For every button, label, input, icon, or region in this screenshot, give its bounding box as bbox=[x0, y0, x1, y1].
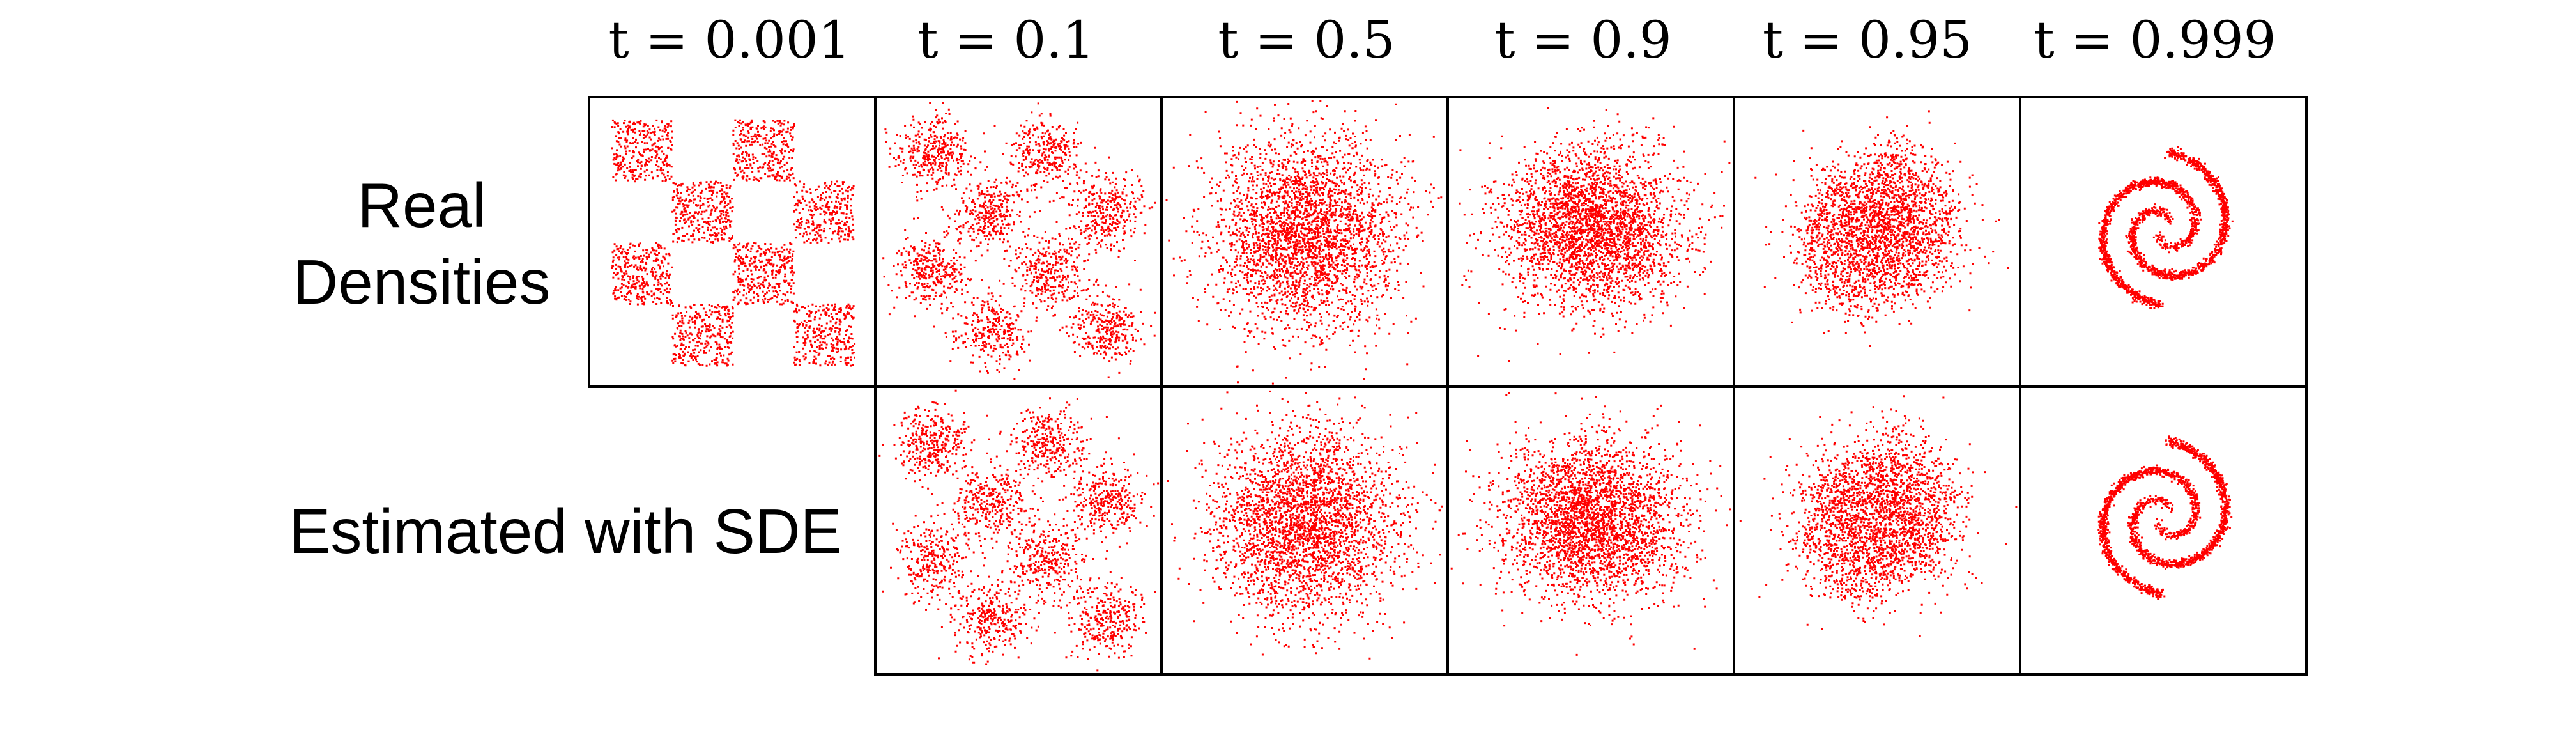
density-points bbox=[1459, 107, 1731, 362]
column-title-5: t = 0.95 bbox=[1763, 10, 1972, 70]
real-panel-2 bbox=[874, 96, 1163, 388]
panel-frame bbox=[874, 96, 1163, 388]
panel-grid bbox=[588, 96, 2308, 676]
row-label-estimated-line-1: Estimated with SDE bbox=[289, 496, 842, 566]
column-title-1: t = 0.001 bbox=[608, 10, 850, 70]
density-points bbox=[1739, 395, 2018, 637]
density-points bbox=[2098, 146, 2234, 309]
density-points bbox=[1165, 100, 1443, 385]
estimated-panel-3 bbox=[1160, 385, 1449, 676]
panel-frame bbox=[1733, 385, 2021, 676]
estimated-panel-6 bbox=[2019, 385, 2308, 676]
column-title-6: t = 0.999 bbox=[2034, 10, 2276, 70]
density-points bbox=[2097, 435, 2233, 600]
column-title-3: t = 0.5 bbox=[1218, 10, 1395, 70]
density-points bbox=[1754, 110, 2009, 347]
density-points bbox=[611, 119, 856, 367]
density-points bbox=[878, 389, 1160, 672]
estimated-panel-5 bbox=[1733, 385, 2021, 676]
panel-frame bbox=[2019, 96, 2308, 388]
real-panel-4 bbox=[1446, 96, 1735, 388]
panel-frame bbox=[1733, 96, 2021, 388]
estimated-panel-2 bbox=[874, 385, 1163, 676]
density-points bbox=[1167, 390, 1443, 660]
real-panel-3 bbox=[1160, 96, 1449, 388]
column-title-4: t = 0.9 bbox=[1494, 10, 1671, 70]
estimated-panel-4 bbox=[1446, 385, 1735, 676]
row-label-real-line-2: Densities bbox=[293, 247, 550, 317]
column-titles: t = 0.001 t = 0.1 t = 0.5 t = 0.9 t = 0.95 t … bbox=[608, 10, 2276, 70]
real-panel-1 bbox=[588, 96, 877, 388]
real-panel-6 bbox=[2019, 96, 2308, 388]
column-title-2: t = 0.1 bbox=[917, 10, 1094, 70]
row-label-real-densities: Real Densities bbox=[293, 170, 550, 317]
row-label-estimated-with-sde: Estimated with SDE bbox=[289, 496, 842, 566]
real-panel-5 bbox=[1733, 96, 2021, 388]
row-label-real-line-1: Real bbox=[357, 170, 486, 240]
density-points bbox=[882, 102, 1156, 380]
